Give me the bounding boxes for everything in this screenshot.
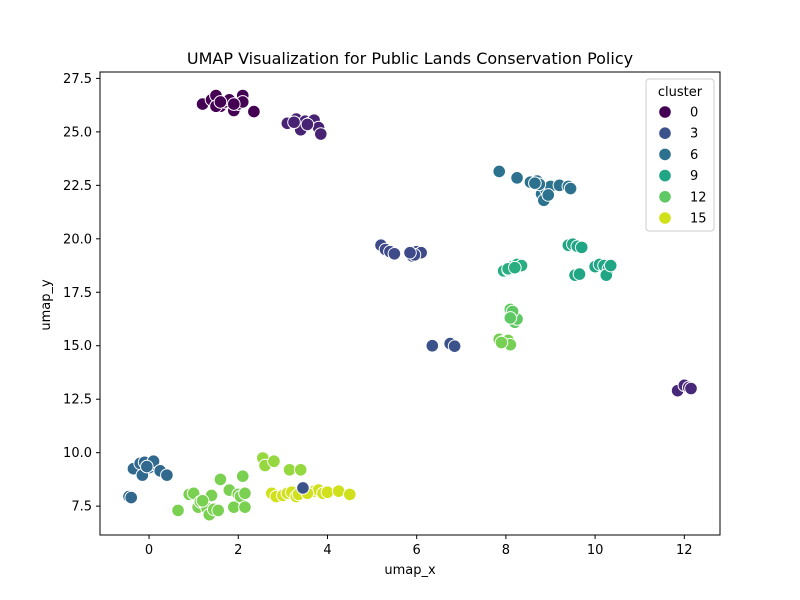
axes: 0 2 4 6 8 10 12 7.5 10.0 12.5 15.0 17.5 20.0 22.5 25.0… [63, 71, 721, 558]
data-point [300, 117, 315, 132]
legend-box [645, 78, 715, 232]
y-tick-label: 10.0 [63, 446, 92, 461]
data-point [403, 245, 417, 260]
y-tick-label: 27.5 [63, 72, 92, 87]
plot-frame [99, 71, 721, 536]
data-point [494, 335, 509, 350]
data-point [492, 164, 507, 179]
data-point [603, 258, 618, 273]
x-axis-label: umap_x [384, 563, 436, 578]
legend-label: 6 [690, 148, 698, 163]
data-point [293, 462, 308, 477]
legend: cluster 0 3 6 9 12 15 [645, 78, 715, 232]
y-tick-label: 20.0 [63, 232, 92, 247]
data-point [195, 493, 210, 508]
legend-marker [658, 211, 672, 225]
data-point [572, 267, 587, 281]
y-axis-label: umap_y [39, 279, 54, 331]
y-tick-label: 7.5 [71, 500, 92, 515]
x-tick-label: 12 [676, 543, 693, 558]
data-point [503, 311, 518, 325]
legend-label: 15 [690, 212, 707, 227]
data-point [213, 95, 228, 109]
legend-marker [658, 105, 672, 119]
x-tick-label: 10 [587, 543, 604, 558]
legend-marker [658, 190, 672, 204]
data-point [267, 454, 281, 469]
legend-marker [658, 168, 672, 183]
x-tick-label: 0 [145, 543, 153, 558]
legend-label: 9 [690, 169, 698, 184]
legend-label: 12 [690, 190, 707, 205]
x-tick-label: 8 [502, 543, 510, 558]
data-point [235, 469, 250, 483]
data-point [211, 503, 226, 518]
data-point [287, 115, 301, 130]
data-points [122, 88, 698, 522]
data-point [331, 484, 346, 498]
data-point [387, 246, 402, 261]
y-tick-label: 17.5 [63, 286, 92, 301]
data-point [238, 500, 252, 514]
legend-marker [658, 147, 672, 162]
data-point [447, 339, 462, 353]
y-tick-label: 22.5 [63, 179, 92, 194]
data-point [508, 260, 522, 275]
legend-label: 0 [690, 106, 698, 121]
y-tick-label: 25.0 [63, 125, 92, 140]
y-tick-label: 12.5 [63, 393, 92, 408]
data-point [563, 181, 578, 196]
data-point [227, 97, 241, 111]
data-point [171, 503, 185, 518]
legend-title: cluster [658, 85, 703, 100]
legend-label: 3 [690, 127, 698, 142]
data-point [296, 481, 310, 495]
data-point [238, 486, 252, 501]
data-point [528, 176, 542, 191]
data-point [320, 485, 335, 500]
data-point [342, 487, 357, 502]
data-point [574, 240, 589, 255]
data-point [425, 338, 440, 353]
data-point [247, 104, 261, 119]
x-tick-label: 4 [323, 543, 331, 558]
data-point [124, 490, 139, 505]
x-tick-label: 6 [413, 543, 421, 558]
data-point [313, 127, 328, 141]
y-tick-label: 15.0 [63, 339, 92, 354]
data-point [541, 188, 556, 202]
data-point [213, 472, 228, 487]
x-tick-label: 2 [234, 543, 242, 558]
chart-title: UMAP Visualization for Public Lands Cons… [187, 49, 633, 68]
data-point [160, 468, 174, 482]
data-point [684, 381, 698, 396]
data-point [510, 171, 524, 185]
legend-marker [658, 126, 672, 140]
data-point [140, 459, 154, 474]
